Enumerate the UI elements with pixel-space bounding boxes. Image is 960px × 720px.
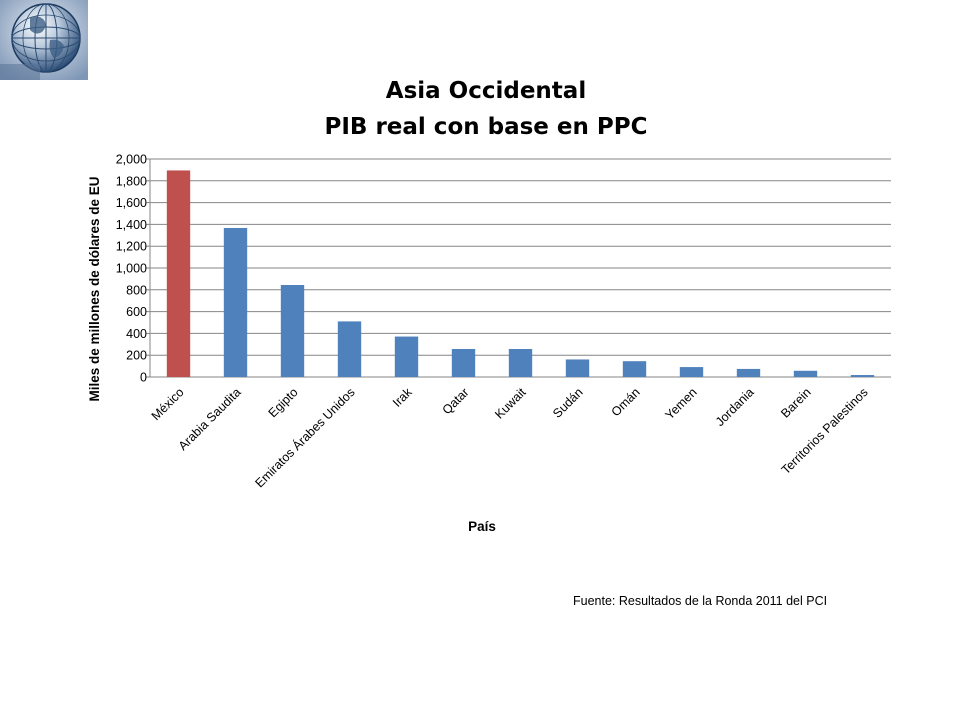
x-tick-label: Jordania [713, 385, 757, 429]
bars [166, 170, 875, 377]
bar-4 [394, 336, 419, 377]
y-tick-label: 2,000 [116, 153, 147, 167]
globe-logo [0, 0, 88, 80]
y-tick-label: 600 [126, 305, 147, 319]
chart-title-line-1: Asia Occidental [386, 78, 586, 104]
x-tick-label: Qatar [440, 385, 472, 417]
y-tick-label: 1,400 [116, 218, 147, 232]
x-tick-label: Barein [778, 385, 813, 420]
bar-11 [793, 370, 818, 377]
bar-8 [622, 361, 647, 377]
y-tick-label: 800 [126, 283, 147, 297]
x-tick-label: Yemen [663, 385, 700, 422]
y-tick-label: 0 [140, 371, 147, 385]
bar-5 [451, 348, 476, 377]
y-tick-label: 400 [126, 327, 147, 341]
x-tick-label: Sudán [550, 385, 585, 420]
globe-icon [0, 0, 88, 80]
bar-2 [280, 285, 305, 377]
x-tick-label: Omán [609, 385, 643, 419]
y-tick-label: 1,200 [116, 240, 147, 254]
x-tick-label: Irak [390, 385, 415, 410]
bar-0 [166, 170, 191, 377]
x-tick-label: Emiratos Árabes Unidos [252, 385, 358, 491]
y-tick-label: 200 [126, 349, 147, 363]
x-tick-label: Egipto [266, 385, 301, 420]
bar-6 [508, 348, 533, 377]
source-note: Fuente: Resultados de la Ronda 2011 del … [573, 594, 828, 608]
bar-3 [337, 321, 362, 377]
y-tick-label: 1,800 [116, 174, 147, 188]
y-tick-label: 1,600 [116, 196, 147, 210]
gridlines [146, 158, 891, 378]
x-tick-label: México [149, 385, 187, 423]
bar-7 [565, 359, 590, 377]
y-axis-title: Miles de millones de dólares de EU [87, 176, 102, 401]
chart-title-line-2: PIB real con base en PPC [325, 114, 648, 140]
y-tick-labels: 0 200 400 600 800 1,000 1,200 1,400 1,600 1,800 2,… [116, 153, 147, 385]
bar-10 [736, 368, 761, 377]
x-axis-title: País [468, 519, 496, 534]
bar-1 [223, 227, 248, 377]
x-tick-label: Kuwait [492, 385, 529, 422]
bar-12 [850, 375, 875, 377]
bar-9 [679, 367, 704, 377]
y-tick-label: 1,000 [116, 262, 147, 276]
